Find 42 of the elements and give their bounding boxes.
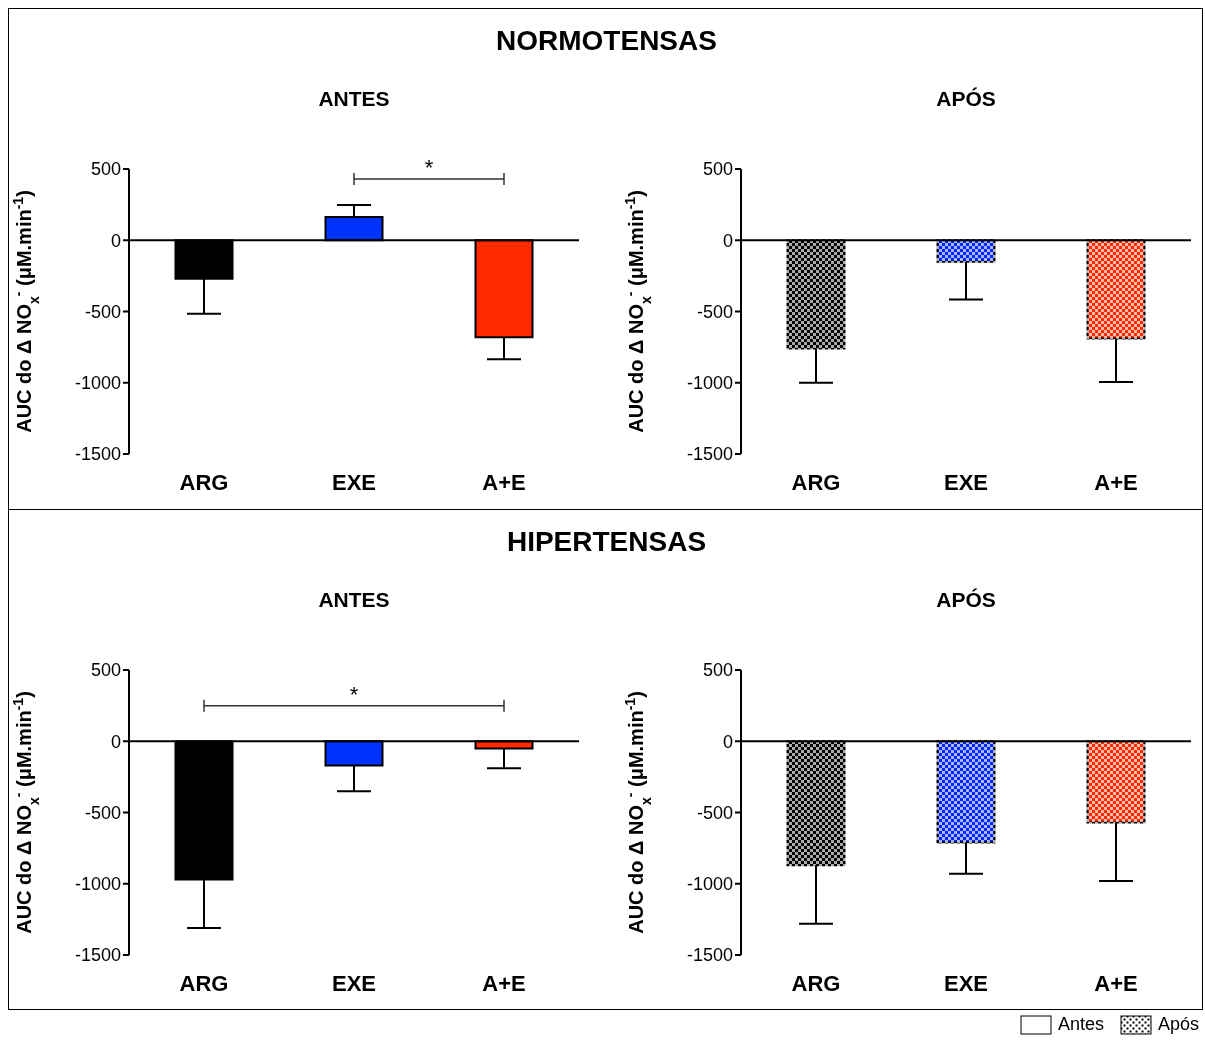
x-tick-label: EXE bbox=[331, 469, 377, 495]
y-tick-label: -500 bbox=[84, 802, 121, 823]
chart-title: HIPERTENSAS bbox=[505, 526, 708, 558]
annotation: * bbox=[424, 154, 434, 180]
x-tick-label: EXE bbox=[943, 469, 989, 495]
x-tick-label: A+E bbox=[1094, 970, 1138, 996]
y-tick-label: 0 bbox=[110, 230, 121, 251]
x-tick-label: A+E bbox=[482, 970, 526, 996]
x-tick-label: A+E bbox=[1094, 469, 1138, 495]
y-tick-label: 500 bbox=[702, 660, 733, 681]
y-tick-label: -1000 bbox=[686, 373, 733, 394]
y-tick-label: -1000 bbox=[74, 373, 121, 394]
y-tick-label: 500 bbox=[90, 660, 121, 681]
y-tick-label: -1000 bbox=[74, 874, 121, 895]
y-tick-label: -500 bbox=[696, 802, 733, 823]
x-tick-label: ARG bbox=[179, 970, 229, 996]
x-tick-label: ARG bbox=[791, 469, 841, 495]
x-tick-label: ARG bbox=[179, 469, 229, 495]
annotation: * bbox=[349, 681, 359, 707]
y-tick-label: -1500 bbox=[686, 945, 733, 966]
x-tick-label: A+E bbox=[482, 469, 526, 495]
y-tick-label: -1000 bbox=[686, 874, 733, 895]
y-tick-label: 0 bbox=[110, 731, 121, 752]
x-tick-label: EXE bbox=[331, 970, 377, 996]
chart-title: NORMOTENSAS bbox=[495, 25, 718, 57]
y-tick-label: 500 bbox=[90, 159, 121, 180]
legend-label: Antes bbox=[1057, 1014, 1104, 1035]
y-tick-label: -500 bbox=[84, 301, 121, 322]
y-tick-label: -500 bbox=[696, 301, 733, 322]
y-tick-label: 0 bbox=[722, 731, 733, 752]
chart-subtitle: APÓS bbox=[935, 87, 997, 111]
y-tick-label: -1500 bbox=[74, 945, 121, 966]
y-tick-label: -1500 bbox=[686, 444, 733, 465]
text: Após bbox=[1157, 1014, 1199, 1035]
chart-subtitle: ANTES bbox=[317, 87, 391, 111]
chart-subtitle: ANTES bbox=[317, 588, 391, 612]
x-tick-label: EXE bbox=[943, 970, 989, 996]
y-tick-label: 0 bbox=[722, 230, 733, 251]
y-tick-label: 500 bbox=[702, 159, 733, 180]
chart-subtitle: APÓS bbox=[935, 588, 997, 612]
y-tick-label: -1500 bbox=[74, 444, 121, 465]
x-tick-label: ARG bbox=[791, 970, 841, 996]
